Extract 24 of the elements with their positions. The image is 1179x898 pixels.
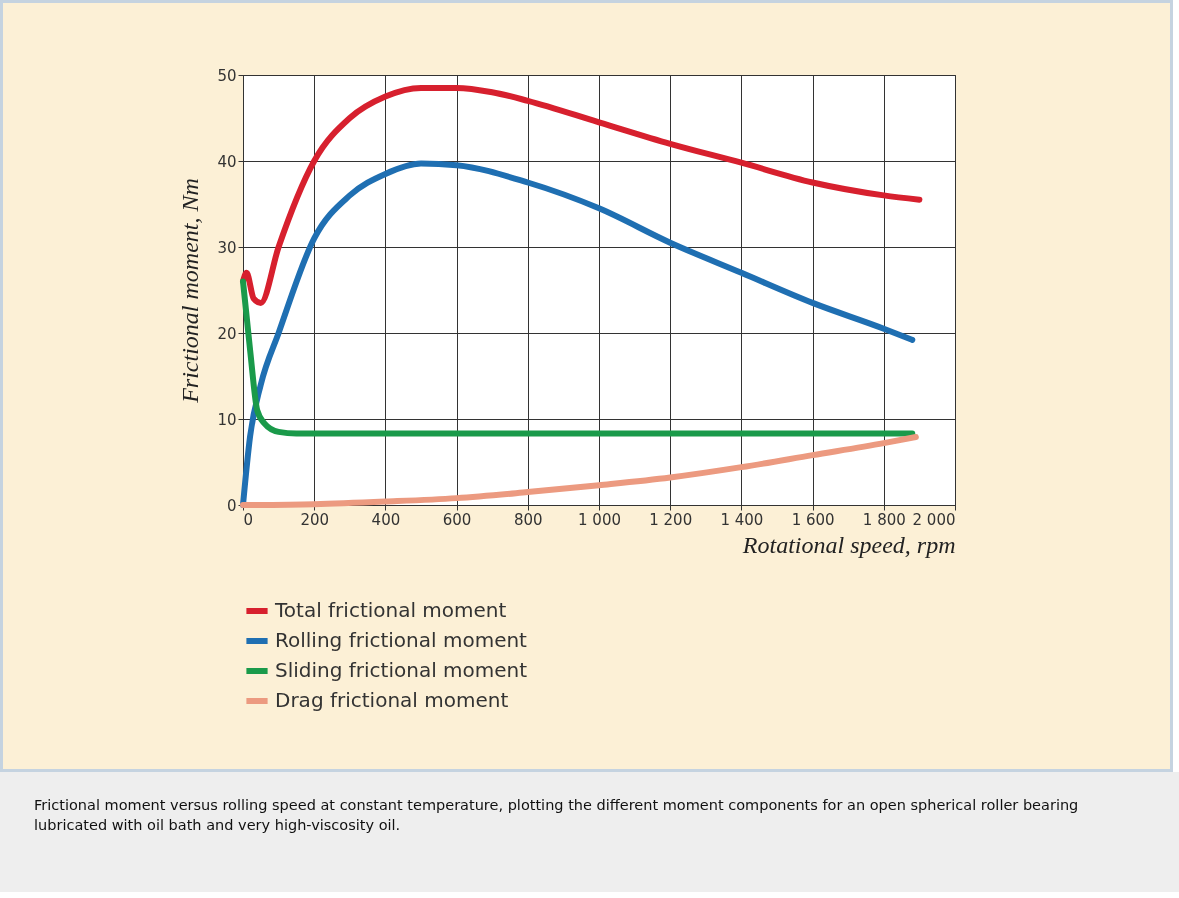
legend-label: Rolling frictional moment bbox=[275, 628, 528, 652]
x-tick-label: 2 000 bbox=[912, 510, 956, 529]
x-tick-label: 1 800 bbox=[862, 510, 906, 529]
y-tick-label: 40 bbox=[217, 152, 237, 171]
x-tick-label: 400 bbox=[371, 510, 401, 529]
x-tick-label: 1 000 bbox=[578, 510, 621, 529]
x-tick-label: 600 bbox=[442, 510, 472, 529]
y-tick-label: 30 bbox=[217, 238, 237, 257]
text: Frictional moment versus rolling speed at constant temperature, plotting the different moment components for an open spherical roller bearing lubricated with oil bath and very high-viscosity oil. bbox=[0, 772, 1179, 892]
y-tick-label: 50 bbox=[217, 66, 237, 85]
legend-label: Total frictional moment bbox=[274, 598, 507, 622]
legend-label: Drag frictional moment bbox=[275, 688, 509, 712]
y-axis-title: Frictional moment, Nm bbox=[177, 178, 204, 404]
x-tick-label: 800 bbox=[513, 510, 543, 529]
legend-label: Sliding frictional moment bbox=[275, 658, 528, 682]
y-tick-label: 0 bbox=[226, 496, 237, 515]
x-tick-label: 200 bbox=[300, 510, 330, 529]
x-tick-label: 0 bbox=[243, 510, 254, 529]
x-tick-label: 1 400 bbox=[720, 510, 764, 529]
y-tick-label: 10 bbox=[217, 410, 237, 429]
x-tick-label: 1 600 bbox=[791, 510, 835, 529]
y-tick-label: 20 bbox=[217, 324, 237, 343]
x-axis-title: Rotational speed, rpm bbox=[741, 531, 956, 558]
x-tick-label: 1 200 bbox=[649, 510, 693, 529]
